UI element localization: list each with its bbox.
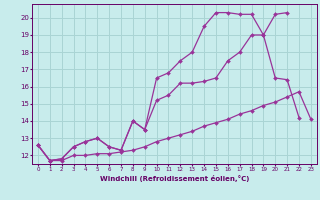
X-axis label: Windchill (Refroidissement éolien,°C): Windchill (Refroidissement éolien,°C) [100,175,249,182]
